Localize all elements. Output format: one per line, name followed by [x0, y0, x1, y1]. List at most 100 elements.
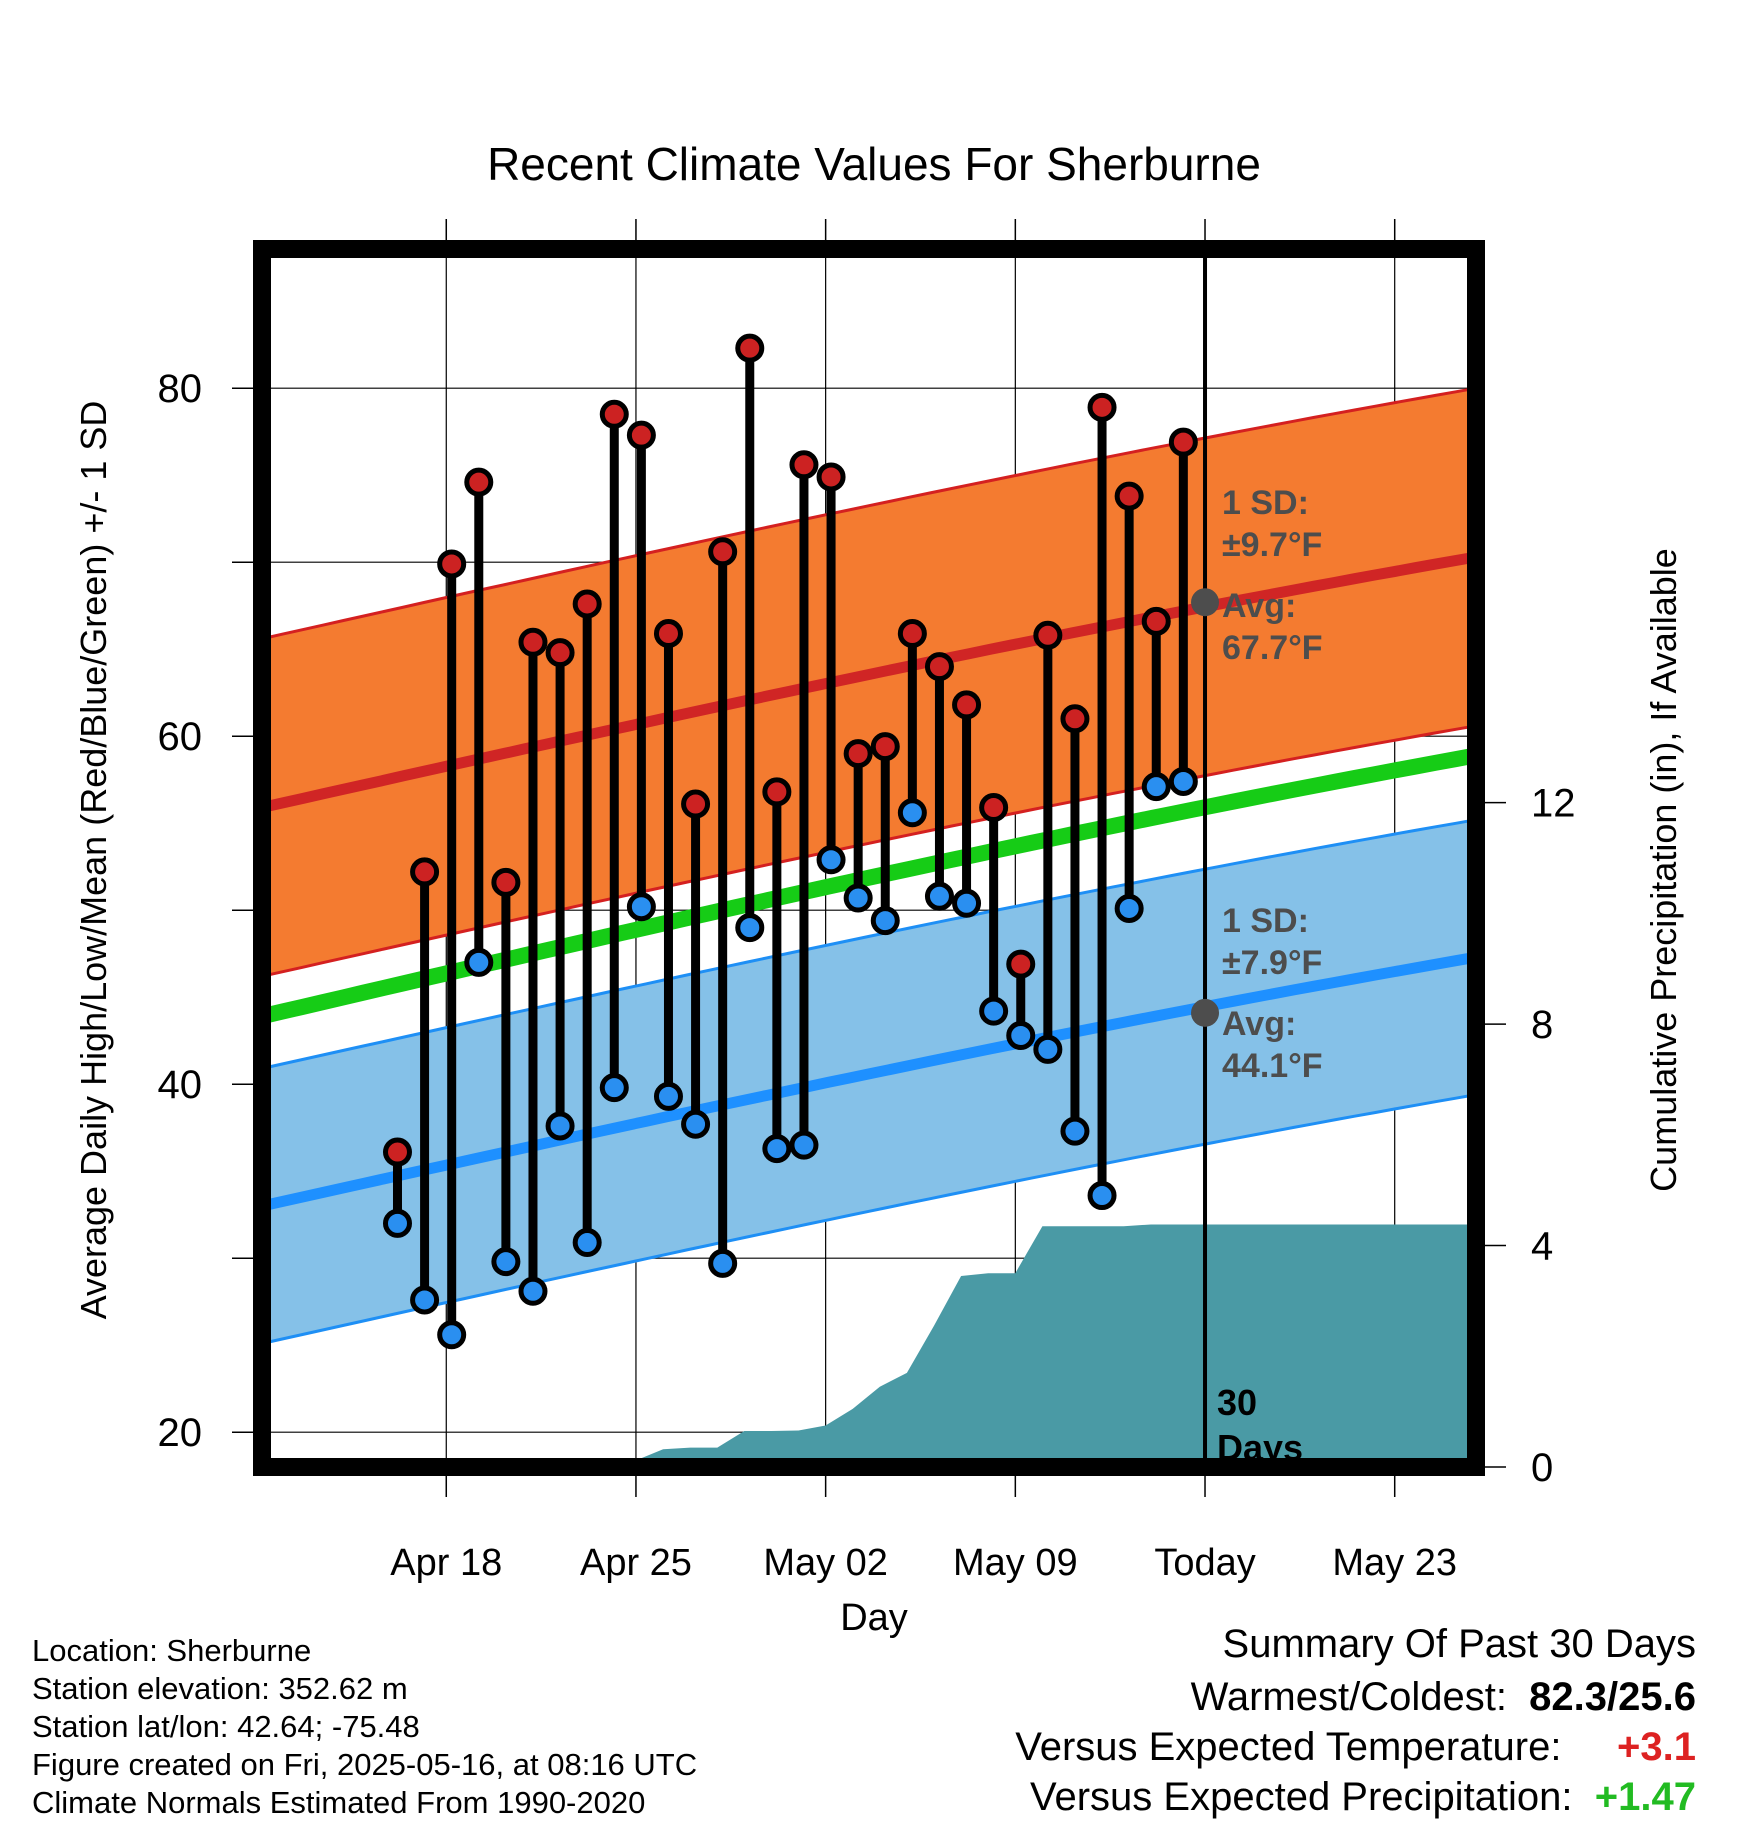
day-low-point	[952, 888, 982, 918]
day-high-point	[626, 420, 656, 450]
high-normal-band-upper-edge	[261, 386, 1477, 641]
day-high-point	[1141, 606, 1171, 636]
day-low-point	[789, 1130, 819, 1160]
day-high-point	[816, 462, 846, 492]
low-annotation-text-3: 44.1°F	[1222, 1047, 1323, 1085]
x-axis-label: Day	[840, 1597, 908, 1639]
low-annotation: 1 SD: ±7.9°F Avg: 44.1°F	[1191, 902, 1323, 1085]
latlon-text: Station lat/lon: 42.64; -75.48	[32, 1709, 420, 1744]
day-low-point	[870, 906, 900, 936]
day-high-point	[843, 739, 873, 769]
x-tick-label: May 02	[763, 1542, 888, 1584]
day-high-point	[870, 732, 900, 762]
day-low-point	[410, 1285, 440, 1315]
day-low-point	[1141, 772, 1171, 802]
y-right-tick-label: 8	[1531, 1003, 1553, 1047]
y-axis-label-right: Cumulative Precipitation (in), If Availa…	[1643, 548, 1684, 1192]
high-normal-band-lower-edge	[261, 724, 1477, 978]
summary-title: Summary Of Past 30 Days	[1223, 1622, 1696, 1667]
day-high-point	[1006, 949, 1036, 979]
day-low-point	[897, 798, 927, 828]
day-high-point	[572, 589, 602, 619]
day-high-point	[979, 793, 1009, 823]
day-low-point	[1033, 1034, 1063, 1064]
day-low-point	[816, 845, 846, 875]
precip-value: +1.47	[1594, 1775, 1696, 1819]
warmest-coldest-label: Warmest/Coldest:	[1190, 1675, 1507, 1719]
warmest-coldest-value: 82.3/25.6	[1529, 1675, 1696, 1719]
summary-temperature: Versus Expected Temperature: +3.1	[1015, 1725, 1696, 1770]
precipitation-area	[419, 1224, 1477, 1467]
precip-label: Versus Expected Precipitation:	[1030, 1775, 1573, 1819]
low-normal-band-lower-edge	[261, 1093, 1477, 1345]
day-low-point	[924, 881, 954, 911]
low-annotation-text-0: 1 SD:	[1222, 902, 1309, 940]
day-low-point	[1006, 1020, 1036, 1050]
day-high-point	[1087, 392, 1117, 422]
plot-area: 1 SD: ±9.7°F Avg: 67.7°F 1 SD: ±7.9°F Avg: 44.1…	[158, 219, 1576, 1584]
day-low-point	[1168, 766, 1198, 796]
day-low-point	[653, 1081, 683, 1111]
normals-period-text: Climate Normals Estimated From 1990-2020	[32, 1785, 646, 1820]
day-high-point	[1060, 704, 1090, 734]
day-low-point	[1060, 1116, 1090, 1146]
summary-precipitation: Versus Expected Precipitation: +1.47	[1030, 1775, 1696, 1820]
day-low-point	[545, 1111, 575, 1141]
chart-title: Recent Climate Values For Sherburne	[487, 138, 1261, 190]
day-high-point	[681, 789, 711, 819]
day-high-point	[924, 652, 954, 682]
day-low-point	[1114, 893, 1144, 923]
high-annotation: 1 SD: ±9.7°F Avg: 67.7°F	[1191, 484, 1323, 667]
mean-normal-line	[260, 747, 1478, 1025]
created-text: Figure created on Fri, 2025-05-16, at 08…	[32, 1747, 698, 1782]
low-normal-band-upper-edge	[261, 818, 1477, 1070]
day-low-point	[599, 1073, 629, 1103]
day-high-point	[437, 549, 467, 579]
low-annotation-text-2: Avg:	[1222, 1005, 1296, 1043]
day-high-point	[708, 537, 738, 567]
day-low-point	[843, 883, 873, 913]
day-high-point	[897, 619, 927, 649]
y-right-tick-label: 12	[1531, 782, 1576, 826]
day-high-point	[382, 1137, 412, 1167]
day-high-point	[464, 467, 494, 497]
high-annotation-text-2: Avg:	[1222, 587, 1296, 625]
day-low-point	[708, 1248, 738, 1278]
day-low-point	[437, 1320, 467, 1350]
elevation-text: Station elevation: 352.62 m	[32, 1671, 408, 1706]
day-high-point	[653, 619, 683, 649]
high-normal-band	[262, 388, 1476, 977]
day-low-point	[518, 1276, 548, 1306]
high-annotation-text-3: 67.7°F	[1222, 629, 1323, 667]
day-high-point	[789, 450, 819, 480]
high-annotation-text-0: 1 SD:	[1222, 484, 1309, 522]
y-right-tick-label: 4	[1531, 1225, 1553, 1269]
y-right-tick-label: 0	[1531, 1446, 1553, 1490]
low-annotation-text-1: ±7.9°F	[1222, 944, 1322, 982]
low-normal-line	[260, 951, 1477, 1212]
day-high-point	[518, 627, 548, 657]
day-high-point	[1033, 620, 1063, 650]
today-days-label-0: 30	[1217, 1382, 1257, 1423]
day-low-point	[979, 996, 1009, 1026]
high-normal-line	[260, 551, 1477, 813]
temp-label: Versus Expected Temperature:	[1015, 1725, 1562, 1769]
x-tick-label: Apr 25	[580, 1542, 692, 1584]
day-high-point	[735, 333, 765, 363]
plot-frame	[253, 240, 1485, 1476]
low-annotation-avg-dot	[1191, 998, 1220, 1027]
day-high-point	[952, 690, 982, 720]
day-low-point	[762, 1134, 792, 1164]
day-low-point	[1087, 1181, 1117, 1211]
temp-value: +3.1	[1617, 1725, 1696, 1769]
x-tick-label: Today	[1154, 1542, 1255, 1584]
day-high-point	[1114, 481, 1144, 511]
day-low-point	[681, 1109, 711, 1139]
y-left-tick-label: 60	[158, 715, 203, 759]
x-tick-label: May 23	[1332, 1542, 1457, 1584]
day-high-point	[1168, 427, 1198, 457]
low-normal-band	[262, 819, 1476, 1344]
high-annotation-text-1: ±9.7°F	[1222, 526, 1322, 564]
x-tick-label: May 09	[953, 1542, 1078, 1584]
day-low-point	[382, 1208, 412, 1238]
